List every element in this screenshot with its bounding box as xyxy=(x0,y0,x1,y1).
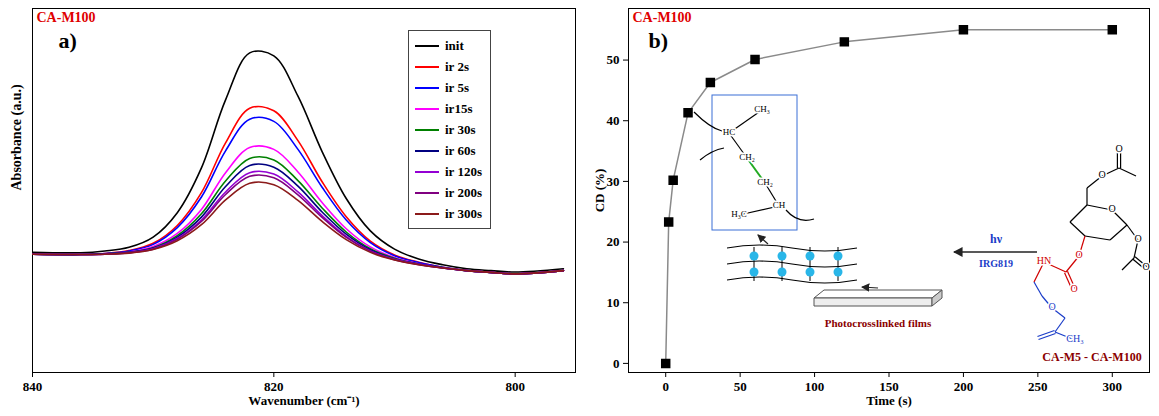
svg-text:150: 150 xyxy=(879,379,899,394)
svg-text:O: O xyxy=(1108,203,1115,214)
svg-text:CH₂: CH₂ xyxy=(739,152,755,162)
html-text:ir15s: ir15s xyxy=(445,100,473,116)
svg-text:O: O xyxy=(1115,143,1122,154)
svg-text:CD (%): CD (%) xyxy=(592,169,607,213)
html-text:ir 60s: ir 60s xyxy=(445,142,476,158)
svg-text:CA-M100: CA-M100 xyxy=(37,10,96,25)
svg-text:Time (s): Time (s) xyxy=(866,393,912,408)
svg-text:820: 820 xyxy=(264,379,284,394)
svg-text:IRG819: IRG819 xyxy=(979,258,1013,269)
svg-text:hν: hν xyxy=(990,232,1003,246)
svg-text:b): b) xyxy=(649,28,669,53)
svg-text:840: 840 xyxy=(23,379,43,394)
svg-text:a): a) xyxy=(59,28,77,53)
svg-text:CA-M5 - CA-M100: CA-M5 - CA-M100 xyxy=(1042,350,1141,364)
svg-text:40: 40 xyxy=(607,113,620,128)
svg-text:Wavenumber (cm⁻¹): Wavenumber (cm⁻¹) xyxy=(248,393,359,408)
svg-text:30: 30 xyxy=(607,174,620,189)
html-text:ir 300s: ir 300s xyxy=(445,205,482,221)
html-text:init: init xyxy=(445,37,464,53)
svg-text:0: 0 xyxy=(613,356,620,371)
svg-text:CH₃: CH₃ xyxy=(754,104,770,114)
svg-text:H₃C: H₃C xyxy=(731,209,747,219)
svg-text:300: 300 xyxy=(1103,379,1123,394)
svg-text:O: O xyxy=(1098,169,1105,180)
html-text:ir 30s: ir 30s xyxy=(445,121,476,137)
svg-text:O: O xyxy=(1134,233,1141,244)
svg-text:10: 10 xyxy=(607,295,620,310)
svg-text:50: 50 xyxy=(734,379,747,394)
svg-text:HC: HC xyxy=(723,127,736,137)
html-text:ir 200s: ir 200s xyxy=(445,184,482,200)
svg-text:O: O xyxy=(1142,261,1149,272)
html-text:ir 5s: ir 5s xyxy=(445,79,469,95)
svg-text:50: 50 xyxy=(607,52,620,67)
svg-text:Photocrosslinked films: Photocrosslinked films xyxy=(825,317,932,329)
svg-text:Absorbance (a.u.): Absorbance (a.u.) xyxy=(9,84,25,191)
svg-text:CA-M100: CA-M100 xyxy=(633,10,692,25)
svg-text:800: 800 xyxy=(505,379,525,394)
svg-text:200: 200 xyxy=(954,379,974,394)
html-text:ir 2s: ir 2s xyxy=(445,58,469,74)
svg-text:CH₂: CH₂ xyxy=(757,177,773,187)
svg-text:CH₃: CH₃ xyxy=(1066,333,1083,344)
svg-text:250: 250 xyxy=(1028,379,1048,394)
svg-text:O: O xyxy=(1048,301,1055,312)
svg-text:100: 100 xyxy=(805,379,825,394)
svg-text:0: 0 xyxy=(662,379,669,394)
svg-text:20: 20 xyxy=(607,234,620,249)
svg-text:O: O xyxy=(1070,283,1077,294)
html-text:ir 120s: ir 120s xyxy=(445,163,482,179)
svg-text:O: O xyxy=(1075,249,1082,260)
svg-text:CH: CH xyxy=(773,200,786,210)
svg-text:HN: HN xyxy=(1037,255,1051,266)
